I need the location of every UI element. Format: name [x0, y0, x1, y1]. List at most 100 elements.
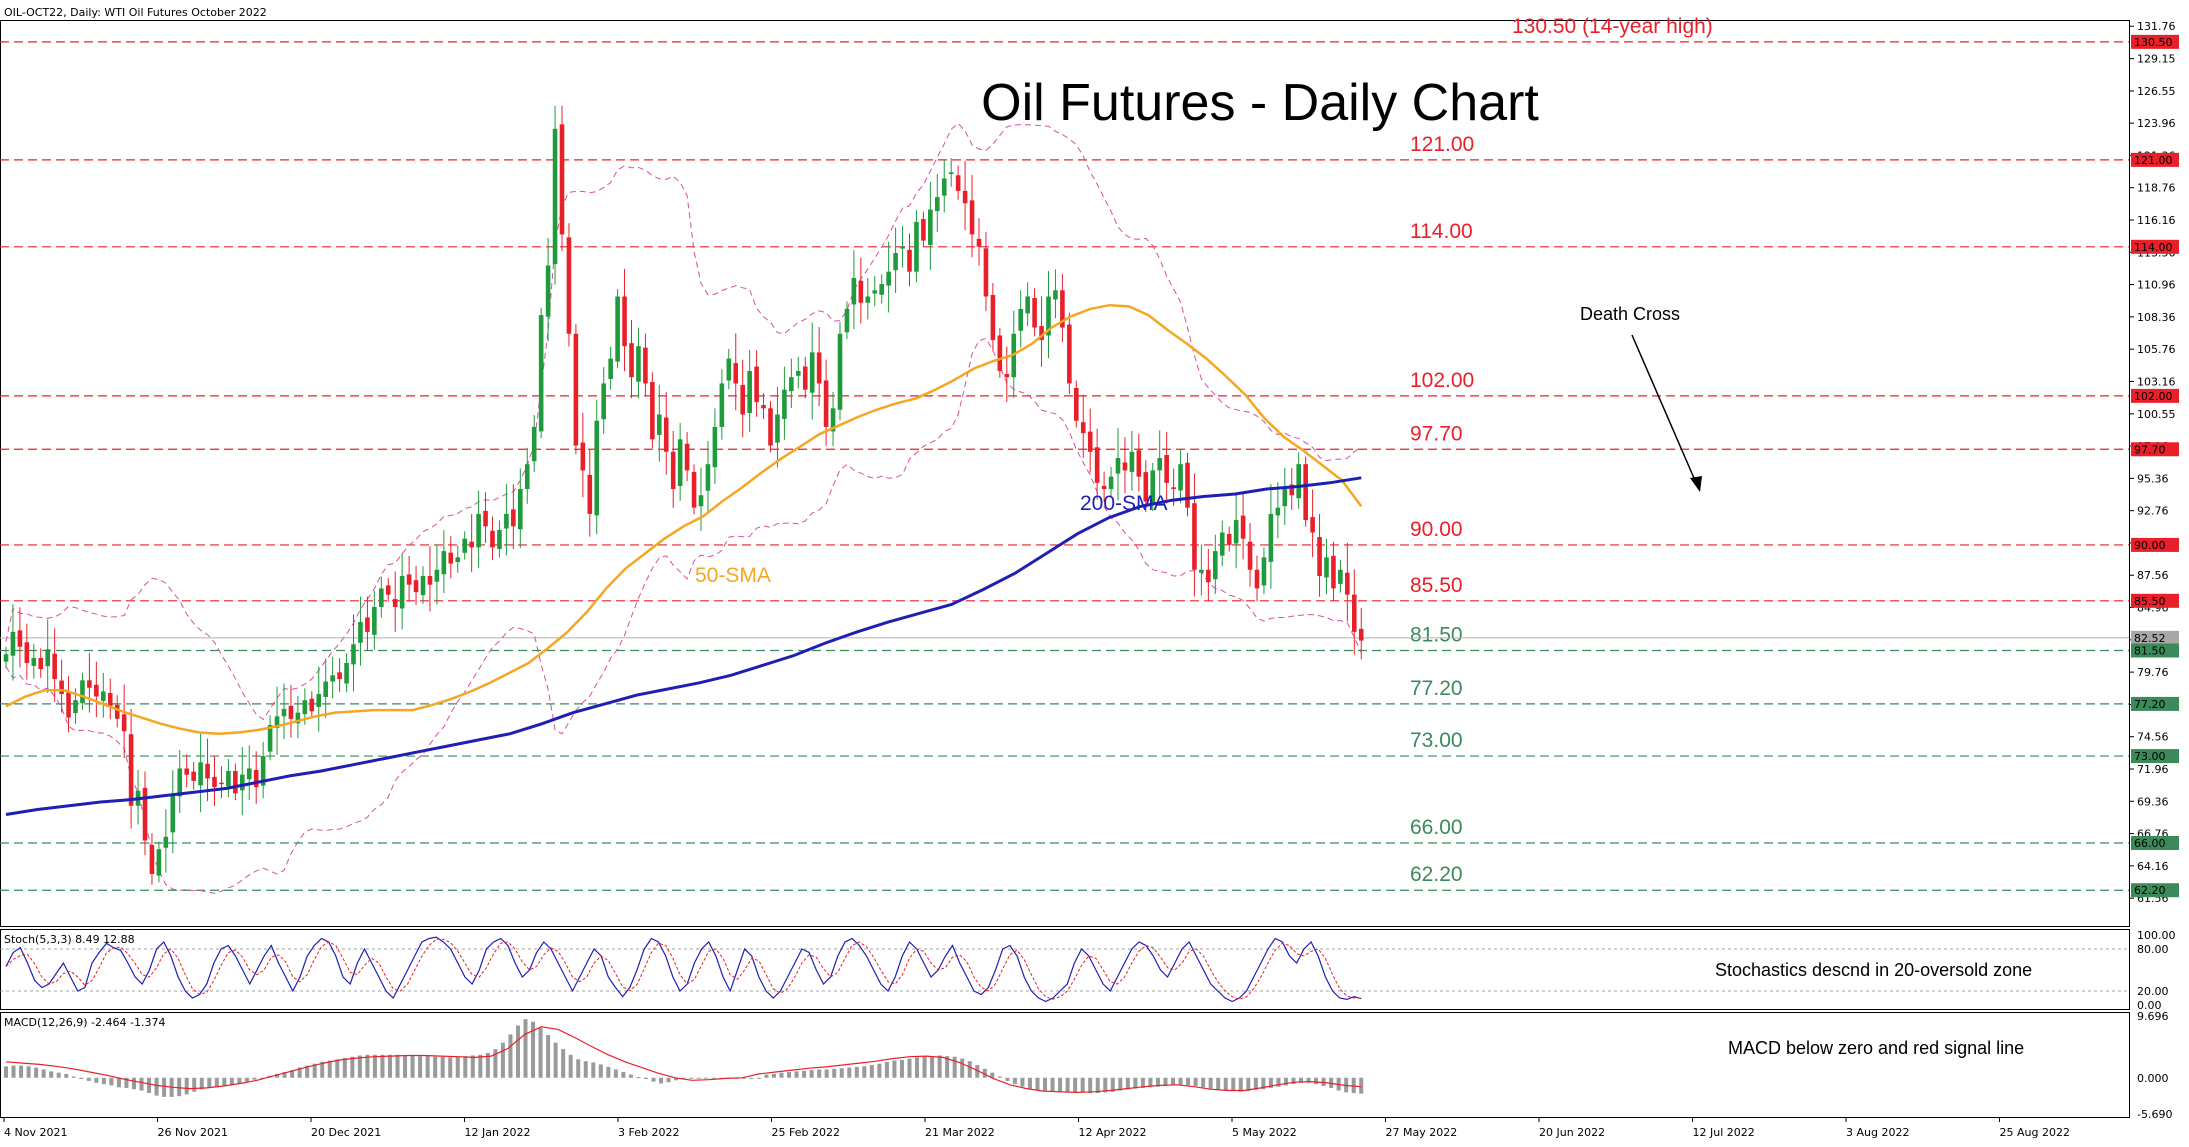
macd-bar: [1201, 1077, 1206, 1088]
candle-body: [573, 333, 579, 446]
candle-body: [198, 762, 203, 786]
candle-body: [837, 333, 843, 410]
macd-bar: [1050, 1077, 1055, 1092]
candle-body: [10, 631, 16, 656]
macd-bar: [109, 1077, 114, 1086]
candle-body: [629, 343, 634, 378]
macd-bar: [34, 1067, 39, 1078]
macd-bar: [124, 1077, 129, 1088]
candle-body: [385, 585, 391, 595]
macd-bar: [1058, 1077, 1063, 1092]
candle-body: [886, 271, 891, 286]
candle-body: [434, 569, 440, 582]
candle-body: [205, 763, 210, 779]
macd-bar: [229, 1077, 234, 1085]
candle-body: [1150, 470, 1156, 505]
candle-body: [316, 693, 322, 707]
macd-bar: [802, 1070, 807, 1078]
candle-body: [698, 495, 704, 507]
macd-bar: [787, 1072, 792, 1078]
macd-bar: [817, 1069, 822, 1078]
candle-body: [149, 845, 155, 875]
price-tick-label: 95.36: [2137, 472, 2169, 485]
candle-body: [490, 530, 495, 548]
candle-body: [615, 296, 620, 362]
level-label: 97.70: [1410, 422, 1463, 445]
macd-pane: [0, 1012, 2130, 1118]
candle-body: [1213, 551, 1218, 580]
candle-body: [1324, 557, 1329, 578]
main-pane: [0, 20, 2130, 927]
price-tag-box: [2131, 643, 2179, 658]
candle-body: [1338, 569, 1343, 584]
macd-bar: [1140, 1077, 1145, 1088]
macd-bar: [523, 1019, 528, 1078]
candle-body: [281, 708, 287, 717]
macd-bar: [418, 1056, 423, 1078]
price-tick-label: 103.16: [2137, 375, 2176, 388]
macd-bar: [1095, 1077, 1100, 1094]
price-tag-box: [2131, 34, 2179, 49]
price-tick-label: 105.76: [2137, 343, 2176, 356]
macd-bar: [49, 1071, 54, 1078]
macd-bar: [448, 1057, 453, 1078]
price-tag-label: 66.00: [2134, 837, 2166, 850]
candle-body: [372, 607, 377, 635]
candle-body: [302, 700, 308, 715]
candle-body: [399, 575, 405, 609]
macd-bar: [553, 1042, 558, 1078]
macd-annotation: MACD below zero and red signal line: [1728, 1038, 2024, 1058]
macd-bar: [1291, 1077, 1296, 1085]
sma200-label: 200-SMA: [1080, 492, 1168, 515]
candle-body: [219, 782, 224, 785]
macd-bar: [892, 1060, 897, 1078]
candle-body: [240, 774, 245, 791]
candle-body: [212, 776, 217, 788]
price-tag-label: 90.00: [2134, 539, 2166, 552]
macd-bar: [613, 1069, 618, 1078]
macd-bar: [689, 1077, 694, 1079]
macd-bar: [1186, 1077, 1191, 1086]
price-tag-box: [2131, 388, 2179, 403]
candle-body: [1060, 290, 1065, 328]
candle-body: [59, 680, 64, 694]
candle-body: [566, 237, 572, 334]
candle-body: [253, 769, 259, 788]
candle-body: [1317, 536, 1322, 576]
candle-body: [983, 248, 989, 297]
candle-body: [45, 649, 50, 667]
macd-bar: [1125, 1077, 1130, 1090]
candle-body: [1067, 324, 1072, 384]
macd-bar: [290, 1070, 295, 1078]
macd-tick-label: -5.690: [2137, 1108, 2172, 1121]
macd-bar: [960, 1058, 965, 1078]
price-tag-label: 85.50: [2134, 595, 2166, 608]
macd-bar: [327, 1060, 332, 1078]
candle-body: [1310, 517, 1315, 533]
price-tag-label: 102.00: [2134, 390, 2173, 403]
candle-body: [107, 692, 113, 707]
candle-body: [128, 734, 134, 806]
macd-bar: [350, 1056, 355, 1078]
price-tick-label: 71.96: [2137, 763, 2169, 776]
upper-band: [5, 122, 1362, 721]
macd-bar: [1253, 1077, 1258, 1090]
candle-body: [1282, 489, 1288, 507]
stoch-annotation: Stochastics descnd in 20-oversold zone: [1715, 960, 2032, 980]
candle-body: [1352, 594, 1357, 632]
candle-body: [893, 253, 898, 271]
candle-body: [552, 128, 558, 264]
candle-body: [1046, 296, 1051, 336]
macd-bar: [839, 1068, 844, 1078]
candle-body: [66, 692, 71, 718]
candle-body: [392, 599, 398, 608]
candle-body: [1087, 431, 1093, 452]
stoch-tick-label: 100.00: [2137, 929, 2176, 942]
chart-title: Oil Futures - Daily Chart: [981, 74, 1539, 132]
price-tick-label: 74.56: [2137, 731, 2169, 744]
macd-bar: [704, 1077, 709, 1079]
macd-bar: [199, 1077, 204, 1090]
candle-body: [1345, 572, 1350, 595]
stoch-tick-label: 20.00: [2137, 985, 2169, 998]
